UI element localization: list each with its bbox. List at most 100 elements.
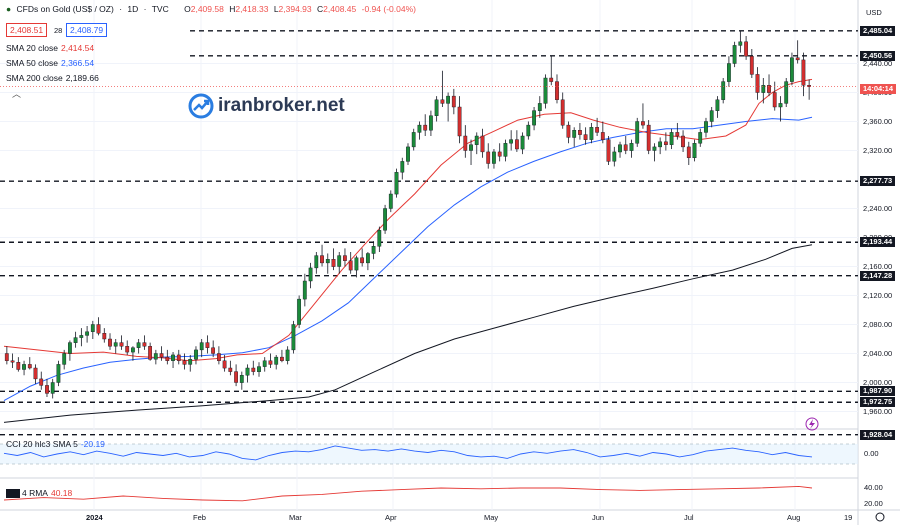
watermark-text: iranbroker.net: [218, 95, 345, 117]
ohlc-h: 2,418.33: [235, 4, 269, 14]
x-tick-label: Feb: [193, 513, 206, 522]
rma-axis-label: 20.00: [864, 499, 883, 508]
candle-body: [572, 129, 577, 138]
candle-body: [222, 360, 227, 369]
y-tick-label: 2,200.00: [863, 233, 892, 242]
candle-body: [245, 367, 250, 376]
price-level-label[interactable]: 2,450.56: [860, 50, 896, 61]
candle-body: [451, 95, 456, 108]
cci-band: [0, 444, 858, 464]
y-tick-label: 2,080.00: [863, 319, 893, 329]
candle-body: [492, 151, 496, 164]
candle-body: [257, 366, 261, 372]
cci-legend[interactable]: CCI 20 hlc3 SMA 5 -20.19: [6, 439, 108, 449]
candle-body: [641, 121, 645, 126]
candle-body: [600, 132, 605, 140]
candle-body: [612, 151, 617, 162]
currency-label[interactable]: USD: [866, 8, 882, 17]
price-level-label[interactable]: 1,987.90: [860, 386, 896, 397]
candle-body: [125, 346, 130, 353]
candle-body: [629, 143, 634, 151]
candle-body: [446, 95, 450, 104]
flash-icon-bolt: [809, 419, 815, 429]
ohlc-o: 2,409.58: [190, 4, 224, 14]
candle-body: [549, 77, 554, 82]
source: TVC: [151, 4, 169, 14]
price-level-label[interactable]: 1,972.75: [860, 397, 896, 408]
candle-body: [480, 135, 485, 153]
candle-body: [62, 353, 67, 365]
candle-body: [360, 257, 364, 264]
candle-body: [394, 172, 399, 195]
candle-body: [16, 362, 21, 370]
candle-body: [801, 59, 806, 86]
rsi-legend[interactable]: 4 RMA 40.18: [22, 488, 75, 498]
price-level-label[interactable]: 2,147.28: [860, 270, 896, 281]
sma200-line: [3, 244, 813, 423]
candle-body: [308, 267, 313, 282]
rsi-label: 4 RMA: [22, 488, 48, 498]
candle-body: [532, 110, 537, 126]
y-tick-label: 2,320.00: [863, 145, 893, 155]
ask-box[interactable]: 2,408.79: [66, 23, 108, 37]
candle-body: [302, 280, 307, 300]
symbol-name[interactable]: CFDs on Gold (US$ / OZ): [16, 4, 114, 14]
candle-body: [90, 324, 95, 333]
candle-body: [509, 139, 513, 144]
flash-icon[interactable]: [805, 417, 819, 431]
candle-body: [646, 124, 651, 151]
candle-body: [188, 359, 193, 365]
price-level-label[interactable]: 2,485.04: [860, 25, 896, 36]
candle-body: [4, 353, 9, 362]
price-level-label[interactable]: 2,193.44: [860, 237, 896, 248]
candle-body: [543, 77, 548, 104]
candle-body: [463, 135, 468, 151]
settings-icon[interactable]: [875, 512, 885, 522]
x-tick-label: 19: [844, 513, 853, 522]
candle-body: [623, 144, 628, 151]
sma20-legend[interactable]: SMA 20 close 2,414.54: [6, 43, 97, 53]
candle-body: [142, 342, 147, 347]
sma20-value: 2,414.54: [60, 43, 95, 53]
symbol-legend: ● CFDs on Gold (US$ / OZ) · 1D · TVC O2,…: [6, 4, 416, 14]
y-tick-label: 2,040.00: [863, 348, 893, 358]
candle-body: [366, 253, 370, 264]
candle-body: [784, 81, 789, 104]
interval[interactable]: 1D: [127, 4, 139, 14]
y-tick-label: 2,120.00: [863, 290, 893, 300]
candle-body: [130, 347, 135, 353]
price-level-label[interactable]: 1,928.04: [860, 429, 896, 440]
candle-body: [79, 335, 84, 338]
y-tick-label: 2,160.00: [863, 261, 893, 271]
ohlc-l-label: L: [273, 4, 279, 14]
sma200-legend[interactable]: SMA 200 close 2,189.66: [6, 73, 102, 83]
candle-body: [274, 356, 279, 365]
y-tick-label: 2,360.00: [863, 116, 893, 126]
candle-body: [423, 124, 428, 131]
chevron-up-icon[interactable]: ︿: [12, 89, 22, 99]
candle-body: [555, 81, 559, 100]
price-level-label[interactable]: 2,277.73: [860, 176, 896, 187]
ohlc-c: 2,408.45: [323, 4, 357, 14]
candle-body: [520, 135, 525, 150]
candle-body: [182, 360, 187, 365]
candle-body: [744, 41, 749, 57]
candle-body: [119, 342, 124, 347]
candle-body: [589, 127, 594, 140]
candle-body: [377, 230, 382, 247]
candle-body: [406, 146, 410, 162]
candle-body: [761, 85, 766, 93]
candle-body: [45, 385, 49, 394]
watermark: iranbroker.net: [188, 93, 345, 119]
candle-body: [606, 139, 611, 162]
sma50-legend[interactable]: SMA 50 close 2,366.54: [6, 58, 97, 68]
candle-body: [10, 360, 15, 363]
candle-body: [96, 324, 101, 334]
candle-body: [497, 151, 502, 157]
candle-body: [411, 132, 416, 148]
candle-body: [153, 353, 158, 360]
candle-body: [388, 193, 393, 209]
bid-box[interactable]: 2,408.51: [6, 23, 48, 37]
